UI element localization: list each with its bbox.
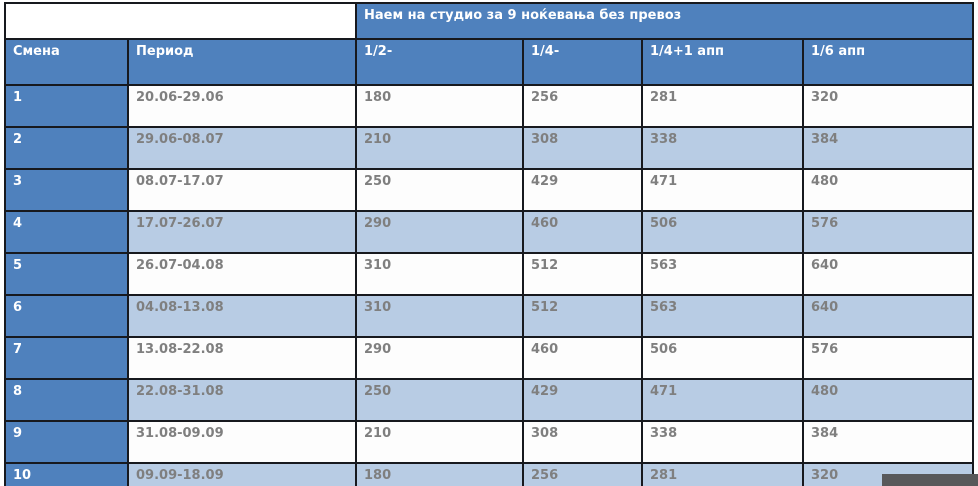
- table-row: 4 17.07-26.07 290 460 506 576: [4, 210, 974, 254]
- price-cell: 640: [802, 252, 974, 296]
- price-cell: 256: [522, 462, 643, 486]
- column-header-1-4: 1/4-: [522, 38, 643, 86]
- row-number-cell: 7: [4, 336, 129, 380]
- price-cell: 290: [355, 210, 524, 254]
- price-cell: 250: [355, 378, 524, 422]
- table-row: 3 08.07-17.07 250 429 471 480: [4, 168, 974, 212]
- price-table: Наем на студио за 9 ноќевања без превоз …: [4, 2, 974, 486]
- price-cell: 290: [355, 336, 524, 380]
- price-cell: 576: [802, 210, 974, 254]
- price-cell: 210: [355, 420, 524, 464]
- row-number-cell: 2: [4, 126, 129, 170]
- row-number-cell: 1: [4, 84, 129, 128]
- column-header-1-6: 1/6 апп: [802, 38, 974, 86]
- table-row: 10 09.09-18.09 180 256 281 320: [4, 462, 974, 486]
- table-row: 9 31.08-09.09 210 308 338 384: [4, 420, 974, 464]
- row-number-cell: 10: [4, 462, 129, 486]
- price-cell: 512: [522, 252, 643, 296]
- column-header-1-4-1: 1/4+1 апп: [641, 38, 804, 86]
- period-cell: 29.06-08.07: [127, 126, 357, 170]
- period-cell: 31.08-09.09: [127, 420, 357, 464]
- price-cell: 310: [355, 294, 524, 338]
- table-title: Наем на студио за 9 ноќевања без превоз: [355, 2, 974, 40]
- price-cell: 506: [641, 336, 804, 380]
- period-cell: 20.06-29.06: [127, 84, 357, 128]
- price-cell: 512: [522, 294, 643, 338]
- price-cell: 338: [641, 420, 804, 464]
- price-cell: 429: [522, 378, 643, 422]
- period-cell: 22.08-31.08: [127, 378, 357, 422]
- corner-overlay-bar: [882, 474, 978, 486]
- price-cell: 310: [355, 252, 524, 296]
- banner-spacer: [4, 2, 357, 40]
- price-cell: 384: [802, 420, 974, 464]
- price-cell: 471: [641, 168, 804, 212]
- row-number-cell: 4: [4, 210, 129, 254]
- price-cell: 471: [641, 378, 804, 422]
- price-cell: 460: [522, 336, 643, 380]
- price-cell: 384: [802, 126, 974, 170]
- banner-row: Наем на студио за 9 ноќевања без превоз: [4, 2, 974, 40]
- table-row: 5 26.07-04.08 310 512 563 640: [4, 252, 974, 296]
- period-cell: 26.07-04.08: [127, 252, 357, 296]
- price-cell: 563: [641, 252, 804, 296]
- price-cell: 256: [522, 84, 643, 128]
- price-cell: 338: [641, 126, 804, 170]
- column-header-period: Период: [127, 38, 357, 86]
- column-header-1-2: 1/2-: [355, 38, 524, 86]
- price-cell: 640: [802, 294, 974, 338]
- price-cell: 210: [355, 126, 524, 170]
- header-row: Смена Период 1/2- 1/4- 1/4+1 апп 1/6 апп: [4, 38, 974, 86]
- period-cell: 17.07-26.07: [127, 210, 357, 254]
- price-cell: 320: [802, 84, 974, 128]
- price-cell: 576: [802, 336, 974, 380]
- price-cell: 506: [641, 210, 804, 254]
- price-cell: 480: [802, 168, 974, 212]
- table-row: 1 20.06-29.06 180 256 281 320: [4, 84, 974, 128]
- period-cell: 09.09-18.09: [127, 462, 357, 486]
- period-cell: 13.08-22.08: [127, 336, 357, 380]
- table-row: 6 04.08-13.08 310 512 563 640: [4, 294, 974, 338]
- row-number-cell: 6: [4, 294, 129, 338]
- table-row: 7 13.08-22.08 290 460 506 576: [4, 336, 974, 380]
- row-number-cell: 5: [4, 252, 129, 296]
- price-cell: 480: [802, 378, 974, 422]
- price-cell: 250: [355, 168, 524, 212]
- price-cell: 180: [355, 462, 524, 486]
- column-header-smena: Смена: [4, 38, 129, 86]
- price-cell: 281: [641, 84, 804, 128]
- price-cell: 281: [641, 462, 804, 486]
- price-cell: 460: [522, 210, 643, 254]
- price-cell: 180: [355, 84, 524, 128]
- table-row: 2 29.06-08.07 210 308 338 384: [4, 126, 974, 170]
- price-cell: 308: [522, 126, 643, 170]
- price-cell: 563: [641, 294, 804, 338]
- row-number-cell: 3: [4, 168, 129, 212]
- period-cell: 04.08-13.08: [127, 294, 357, 338]
- price-cell: 429: [522, 168, 643, 212]
- period-cell: 08.07-17.07: [127, 168, 357, 212]
- price-cell: 308: [522, 420, 643, 464]
- table-row: 8 22.08-31.08 250 429 471 480: [4, 378, 974, 422]
- row-number-cell: 9: [4, 420, 129, 464]
- row-number-cell: 8: [4, 378, 129, 422]
